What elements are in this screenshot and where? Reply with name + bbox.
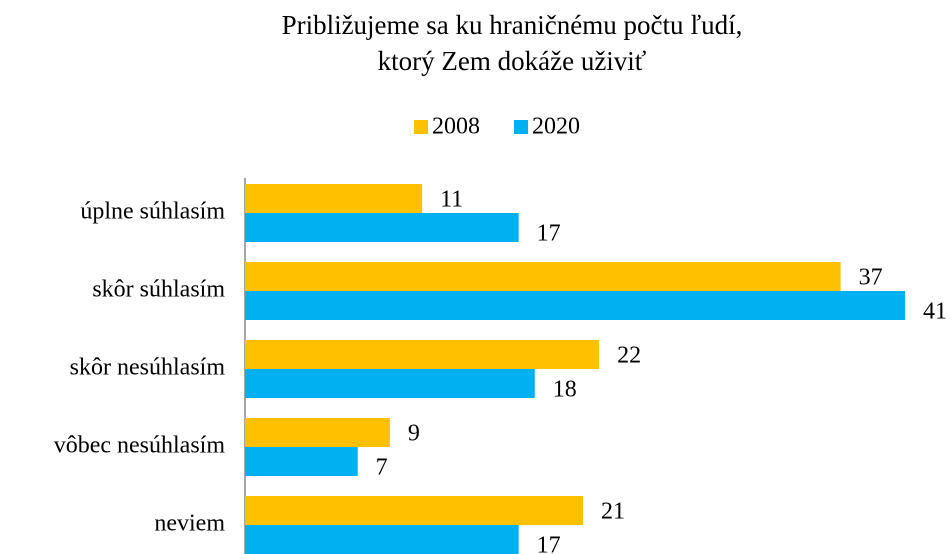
bar xyxy=(245,369,535,398)
legend-label: 2008 xyxy=(432,114,480,140)
y-tick-label: skôr súhlasím xyxy=(92,277,225,303)
y-tick-label: skôr nesúhlasím xyxy=(70,355,226,381)
bar xyxy=(245,496,584,525)
value-label: 9 xyxy=(408,421,420,447)
chart-title: ktorý Zem dokáže uživiť xyxy=(378,46,647,76)
bar xyxy=(245,291,905,320)
value-label: 41 xyxy=(923,299,947,325)
legend-label: 2020 xyxy=(532,114,580,140)
y-tick-label: úplne súhlasím xyxy=(80,199,225,225)
value-label: 17 xyxy=(537,533,561,554)
bar xyxy=(245,525,519,554)
value-label: 7 xyxy=(376,455,388,481)
value-label: 21 xyxy=(601,499,625,525)
chart-title: Približujeme sa ku hraničnému počtu ľudí… xyxy=(282,10,743,40)
value-label: 11 xyxy=(440,187,463,213)
y-tick-label: vôbec nesúhlasím xyxy=(54,433,226,459)
value-label: 22 xyxy=(617,343,641,369)
value-label: 37 xyxy=(859,265,883,291)
bar xyxy=(245,340,600,369)
bar xyxy=(245,418,390,447)
legend-swatch xyxy=(414,120,428,134)
value-label: 18 xyxy=(553,377,577,403)
y-tick-label: neviem xyxy=(154,511,225,537)
legend-swatch xyxy=(514,120,528,134)
bar xyxy=(245,213,519,242)
bar xyxy=(245,447,358,476)
bar xyxy=(245,262,841,291)
bar xyxy=(245,184,423,213)
value-label: 17 xyxy=(537,221,561,247)
